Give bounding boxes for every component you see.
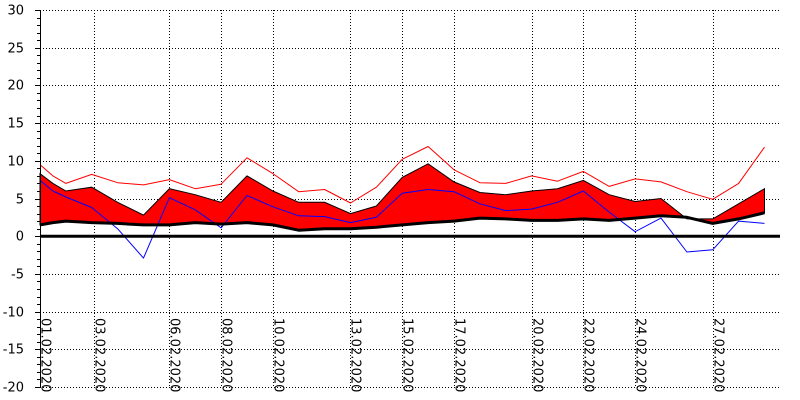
y-tick-label: 0 <box>16 230 24 245</box>
x-tick-label: 22.02.2020 <box>581 318 596 392</box>
x-tick-label: 27.02.2020 <box>711 318 726 392</box>
y-tick-label: 25 <box>7 42 24 57</box>
x-tick-label: 10.02.2020 <box>271 318 286 392</box>
x-tick-label: 08.02.2020 <box>219 318 234 392</box>
y-tick-label: 20 <box>7 79 24 94</box>
grid <box>40 10 780 388</box>
series-lines <box>39 146 765 259</box>
x-tick-label: 17.02.2020 <box>452 318 467 392</box>
y-tick-label: 10 <box>7 155 24 170</box>
x-tick-label: 15.02.2020 <box>400 318 415 392</box>
x-tick-label: 20.02.2020 <box>530 318 545 392</box>
y-tick-label: -10 <box>3 306 24 321</box>
y-tick-label: -15 <box>3 343 24 358</box>
lower-line <box>39 180 765 259</box>
x-tick-label: 24.02.2020 <box>633 318 648 392</box>
band-lower-line <box>39 211 765 232</box>
x-tick-labels: 01.02.2020 03.02.2020 06.02.2020 08.02.2020… <box>38 318 726 392</box>
x-tick-label: 13.02.2020 <box>348 318 363 392</box>
upper-line <box>39 146 765 204</box>
y-tick-label: 30 <box>7 4 24 19</box>
y-tick-label: -20 <box>3 381 24 396</box>
y-tick-labels: 30 25 20 15 10 5 0 -5 -10 -15 -20 <box>3 4 24 396</box>
y-tick-label: 5 <box>16 193 24 208</box>
y-tick-label: -5 <box>11 268 24 283</box>
x-tick-label: 03.02.2020 <box>92 318 107 392</box>
x-tick-label: 01.02.2020 <box>38 318 53 392</box>
y-tick-label: 15 <box>7 117 24 132</box>
x-tick-label: 06.02.2020 <box>167 318 182 392</box>
axes <box>35 10 780 388</box>
